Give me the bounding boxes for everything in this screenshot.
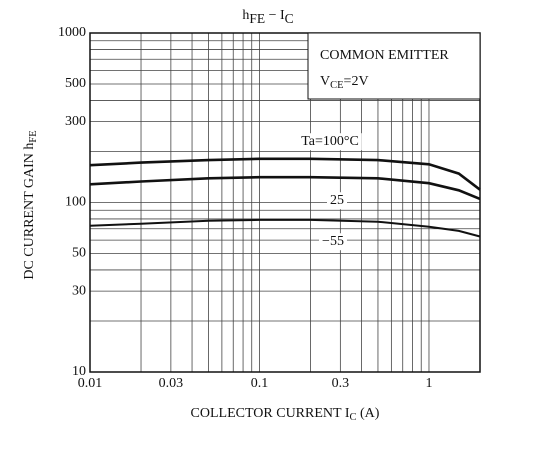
y-tick-label: 50 xyxy=(72,246,86,261)
text-part: FE xyxy=(249,11,265,26)
series-line xyxy=(89,175,481,201)
label-background xyxy=(319,233,347,251)
y-tick-label: 1000 xyxy=(58,25,86,40)
y-tick-label: 30 xyxy=(72,283,86,298)
text-part: CE xyxy=(330,80,343,91)
legend-text: COMMON EMITTER xyxy=(320,48,449,63)
text-part: FE xyxy=(28,130,39,142)
plot-frame xyxy=(89,32,481,373)
series-label: Ta=100°C xyxy=(301,134,359,149)
text-part: COLLECTOR CURRENT I xyxy=(191,406,350,421)
text-part: =2V xyxy=(344,74,369,89)
text-part: COMMON EMITTER xyxy=(320,48,449,63)
x-tick-label: 0.03 xyxy=(159,376,184,391)
y-axis-label: DC CURRENT GAIN hFE xyxy=(22,130,39,279)
x-tick-label: 0.1 xyxy=(251,376,269,391)
label-background xyxy=(298,133,362,151)
label-background xyxy=(327,192,347,210)
y-tick-label: 100 xyxy=(65,195,86,210)
text-part: V xyxy=(320,74,330,89)
text-part: (A) xyxy=(357,406,380,421)
series-label: −55 xyxy=(322,234,344,249)
text-part: C xyxy=(349,412,356,423)
x-tick-label: 0.3 xyxy=(332,376,350,391)
series-line xyxy=(89,218,481,238)
y-tick-label: 10 xyxy=(72,364,86,379)
chart-title: hFE − IC xyxy=(242,8,293,26)
x-axis-label: COLLECTOR CURRENT IC (A) xyxy=(191,406,380,423)
text-part: C xyxy=(285,11,294,26)
y-tick-label: 500 xyxy=(65,76,86,91)
legend-box xyxy=(307,32,481,100)
x-tick-label: 1 xyxy=(425,376,432,391)
text-part: h xyxy=(242,8,249,23)
text-part: DC CURRENT GAIN h xyxy=(22,143,37,280)
y-tick-label: 300 xyxy=(65,114,86,129)
series-label: 25 xyxy=(330,193,344,208)
text-part: − I xyxy=(265,8,285,23)
series-line xyxy=(89,157,481,191)
legend-text: VCE=2V xyxy=(320,74,369,91)
x-tick-label: 0.01 xyxy=(78,376,103,391)
